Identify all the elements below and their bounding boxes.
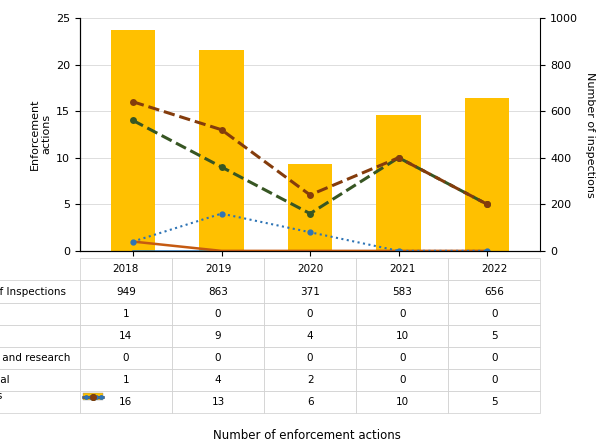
Bar bbox=[111, 30, 155, 251]
Y-axis label: Number of inspections: Number of inspections bbox=[585, 72, 595, 197]
Bar bbox=[376, 115, 421, 251]
Bar bbox=[288, 164, 332, 251]
Text: Number of enforcement actions: Number of enforcement actions bbox=[213, 429, 401, 442]
Bar bbox=[200, 50, 244, 251]
Y-axis label: Enforcement
actions: Enforcement actions bbox=[30, 99, 52, 170]
Bar bbox=[465, 98, 510, 251]
